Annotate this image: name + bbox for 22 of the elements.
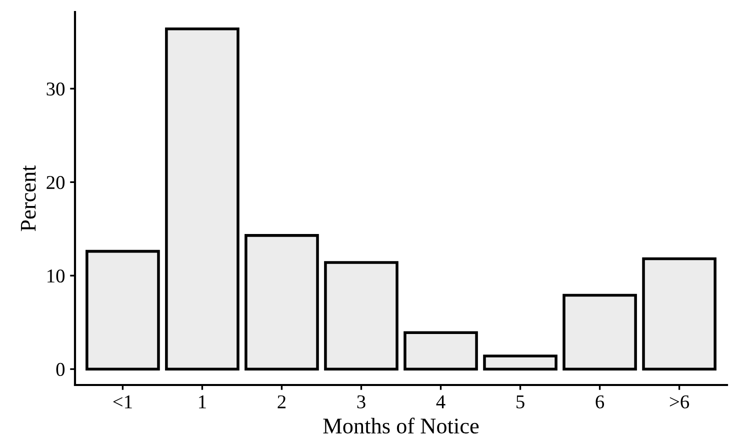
y-tick-label: 30 [46,82,65,96]
x-tick-label: 4 [436,395,446,408]
bar [642,257,716,370]
bar [324,261,398,370]
y-axis-title: Percent [20,165,36,232]
bar [404,331,478,370]
x-tick-label: 3 [357,395,366,408]
bar [483,354,558,370]
x-tick-label: 5 [516,395,524,408]
x-tick-label: 1 [199,395,206,408]
bar [562,294,637,370]
bar [86,250,160,370]
bar [244,234,319,370]
x-tick-label: >6 [670,395,690,408]
x-tick-label: 6 [596,395,604,408]
x-tick-label: <1 [113,395,132,408]
bar [165,27,240,370]
x-axis-title: Months of Notice [323,418,479,434]
x-tick-label: 2 [278,395,286,408]
y-tick-label: 10 [48,269,65,283]
y-tick-label: 0 [56,362,65,376]
y-tick-label: 20 [46,176,65,190]
